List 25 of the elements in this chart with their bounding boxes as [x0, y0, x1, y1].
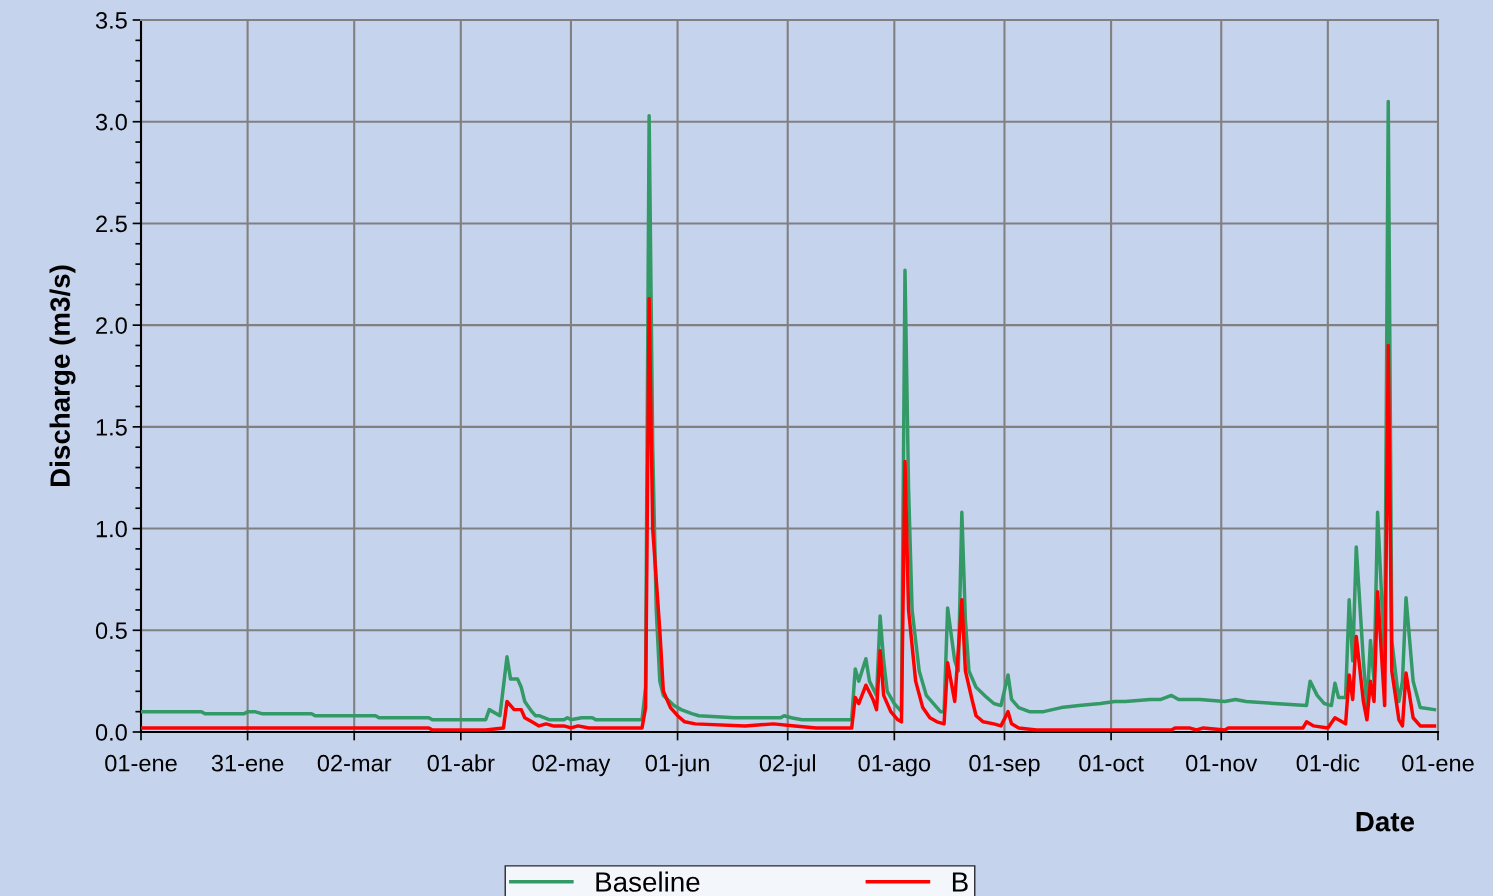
x-tick-label: 01-abr [427, 754, 495, 772]
y-tick-label: 3.0 [95, 113, 127, 131]
x-tick-label: 01-ene [1402, 754, 1474, 772]
x-tick-label: 02-may [532, 754, 611, 777]
x-tick-label: 01-jun [645, 754, 709, 777]
x-tick-label: 01-nov [1186, 754, 1258, 772]
x-tick-label: 31-ene [211, 754, 284, 772]
x-tick-label: 01-oct [1079, 754, 1144, 772]
legend-label: B [952, 872, 968, 892]
legend-label: Baseline [596, 871, 700, 892]
y-tick-label: 0.0 [95, 724, 127, 741]
x-tick-label: 01-dic [1296, 754, 1360, 772]
y-tick-label: 3.5 [95, 12, 127, 29]
x-tick-label: 02-jul [759, 754, 816, 777]
y-tick-label: 1.5 [96, 419, 127, 436]
y-tick-label: 2.5 [96, 215, 127, 233]
x-tick-label: 01-sep [969, 754, 1040, 777]
x-tick-label: 02-mar [317, 754, 392, 772]
y-tick-label: 0.5 [95, 622, 127, 640]
y-tick-label: 2.0 [96, 317, 127, 334]
x-tick-label: 01-ene [105, 754, 177, 772]
y-axis-title: Discharge (m3/s) [49, 265, 76, 487]
x-axis-title: Date [1356, 812, 1415, 832]
x-tick-label: 01-ago [858, 754, 931, 777]
y-tick-label: 1.0 [96, 520, 127, 538]
